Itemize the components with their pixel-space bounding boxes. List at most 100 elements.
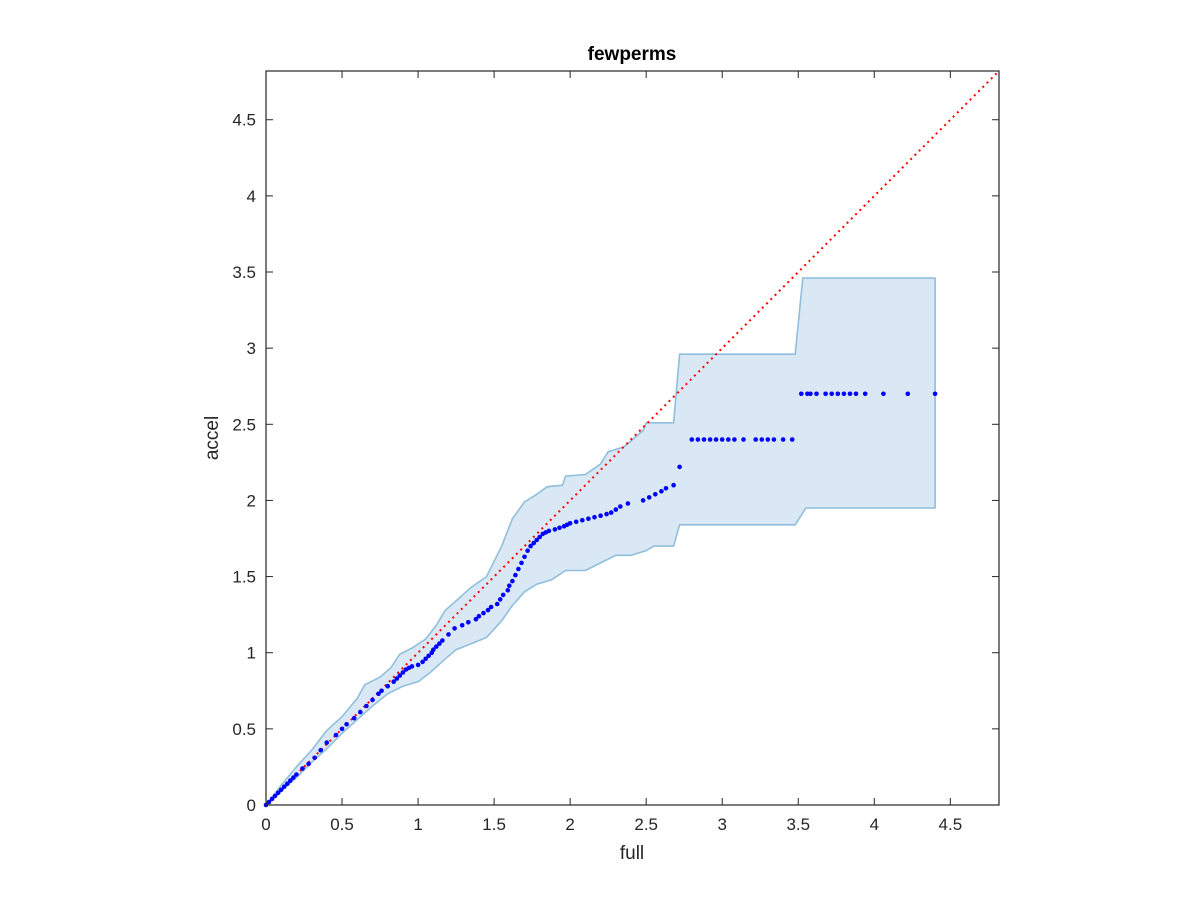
data-point (862, 391, 868, 397)
data-point (829, 391, 834, 397)
data-point (659, 489, 664, 494)
x-tick-labels: 0 0.5 1 1.5 2 2.5 3 3.5 4 4.5 (261, 815, 962, 834)
data-point (646, 495, 652, 500)
data-point (598, 513, 603, 518)
data-point (799, 391, 804, 397)
x-tick-label: 2 (565, 815, 574, 834)
data-point (753, 437, 758, 442)
data-point (420, 659, 425, 665)
y-tick-label: 3 (247, 339, 256, 358)
x-axis-label: full (620, 843, 644, 864)
data-point (789, 437, 795, 442)
data-point (689, 437, 695, 442)
data-point (707, 437, 713, 442)
data-point (841, 391, 847, 397)
data-point (814, 391, 819, 397)
data-point (780, 437, 786, 442)
x-tick-label: 0 (261, 815, 270, 834)
data-point (275, 790, 281, 796)
y-tick-label: 4.5 (232, 111, 256, 130)
data-point (269, 796, 275, 802)
data-point (324, 740, 330, 745)
data-point (808, 391, 813, 397)
data-point (525, 548, 530, 553)
data-point (476, 613, 482, 619)
data-point (557, 525, 562, 531)
data-point (481, 610, 486, 616)
data-point (567, 521, 573, 526)
data-point (663, 486, 669, 491)
data-point (415, 662, 421, 668)
x-tick-label: 3 (717, 815, 726, 834)
data-point (473, 616, 479, 622)
data-point (881, 391, 886, 397)
y-tick-labels: 0 0.5 1 1.5 2 2.5 3 3.5 4 4.5 (232, 111, 256, 815)
data-point (528, 543, 533, 549)
data-point (505, 588, 511, 593)
data-point (285, 781, 290, 786)
data-point (266, 799, 272, 805)
data-point (300, 766, 305, 771)
data-point (847, 391, 853, 397)
y-tick-label: 4 (247, 187, 256, 206)
data-point (500, 592, 506, 598)
data-point (272, 793, 278, 799)
chart-title: fewperms (588, 44, 677, 65)
data-point (400, 670, 406, 675)
data-point (823, 391, 828, 397)
data-point (344, 722, 349, 727)
data-point (318, 747, 324, 753)
data-point (552, 527, 558, 532)
data-point (426, 653, 432, 659)
data-point (932, 391, 938, 397)
data-point (507, 583, 512, 588)
data-point (580, 517, 585, 523)
data-point (771, 437, 777, 442)
data-point (312, 755, 318, 761)
data-point (306, 761, 311, 767)
data-point (604, 511, 609, 517)
data-point (370, 697, 375, 703)
data-point (488, 604, 494, 610)
reference-diagonal-line (265, 70, 1000, 806)
data-point (391, 679, 397, 684)
data-point (701, 437, 707, 442)
data-point (281, 784, 287, 789)
data-point (494, 601, 500, 607)
data-point (510, 578, 515, 584)
data-point (497, 597, 503, 602)
data-point (459, 623, 465, 628)
data-point (397, 673, 403, 678)
x-tick-label: 3.5 (786, 815, 810, 834)
y-tick-label: 0 (247, 796, 256, 815)
data-point (376, 691, 381, 697)
y-tick-label: 1.5 (232, 568, 256, 587)
data-point (713, 437, 719, 442)
data-point (431, 647, 436, 652)
confidence-band (265, 277, 936, 806)
data-point (351, 715, 357, 721)
data-point (835, 391, 841, 397)
data-point (513, 572, 518, 578)
data-point (379, 688, 384, 694)
x-tick-label: 4 (870, 815, 879, 834)
data-point (853, 391, 859, 397)
x-tick-label: 4.5 (939, 815, 963, 834)
data-point (516, 566, 521, 572)
data-point (466, 620, 471, 625)
data-point (759, 437, 765, 442)
axes-box (265, 70, 1000, 806)
data-point (288, 778, 293, 783)
confidence-band-group (265, 277, 936, 806)
data-point (677, 464, 682, 470)
data-point (385, 683, 391, 689)
y-tick-label: 1 (247, 644, 256, 663)
data-point (291, 775, 296, 780)
data-point (364, 703, 369, 709)
data-point (531, 540, 536, 546)
data-point (294, 772, 299, 777)
data-points (263, 391, 938, 808)
axis-ticks (265, 71, 999, 806)
y-tick-label: 2 (247, 491, 256, 510)
